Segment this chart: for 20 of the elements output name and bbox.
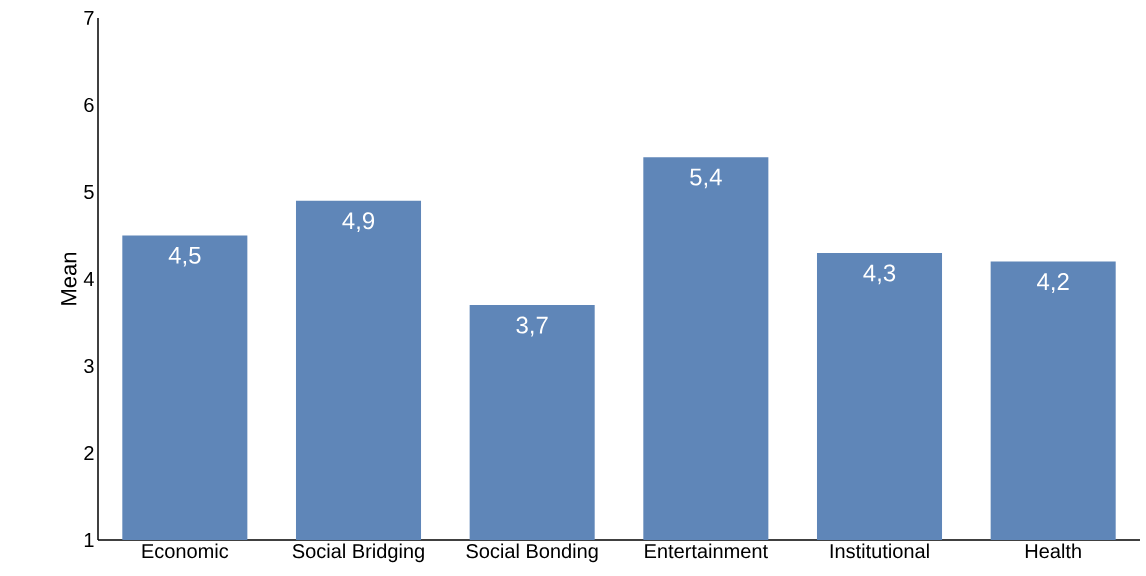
y-axis-title: Mean <box>61 252 77 305</box>
y-tick-label: 1 <box>84 533 94 547</box>
y-tick-label: 2 <box>84 446 94 460</box>
data-label: 4,2 <box>1037 273 1069 293</box>
y-tick-label: 5 <box>84 185 94 199</box>
y-tick-label: 7 <box>84 11 94 25</box>
data-label: 3,7 <box>516 316 548 337</box>
x-tick-label: Entertainment <box>645 543 768 559</box>
x-tick-label: Economic <box>142 543 229 559</box>
data-label: 4,3 <box>863 264 896 285</box>
x-tick-label: Social Bonding <box>466 543 598 563</box>
data-label: 4,5 <box>168 247 201 267</box>
x-tick-label: Institutional <box>830 543 929 559</box>
y-tick-label: 3 <box>84 358 94 374</box>
x-tick-label: Social Bridging <box>292 543 424 563</box>
x-tick-label: Health <box>1025 543 1081 559</box>
y-tick-label: 6 <box>84 97 94 113</box>
data-label: 4,9 <box>342 212 375 233</box>
y-tick-label: 4 <box>83 272 94 286</box>
data-label: 5,4 <box>690 168 722 189</box>
